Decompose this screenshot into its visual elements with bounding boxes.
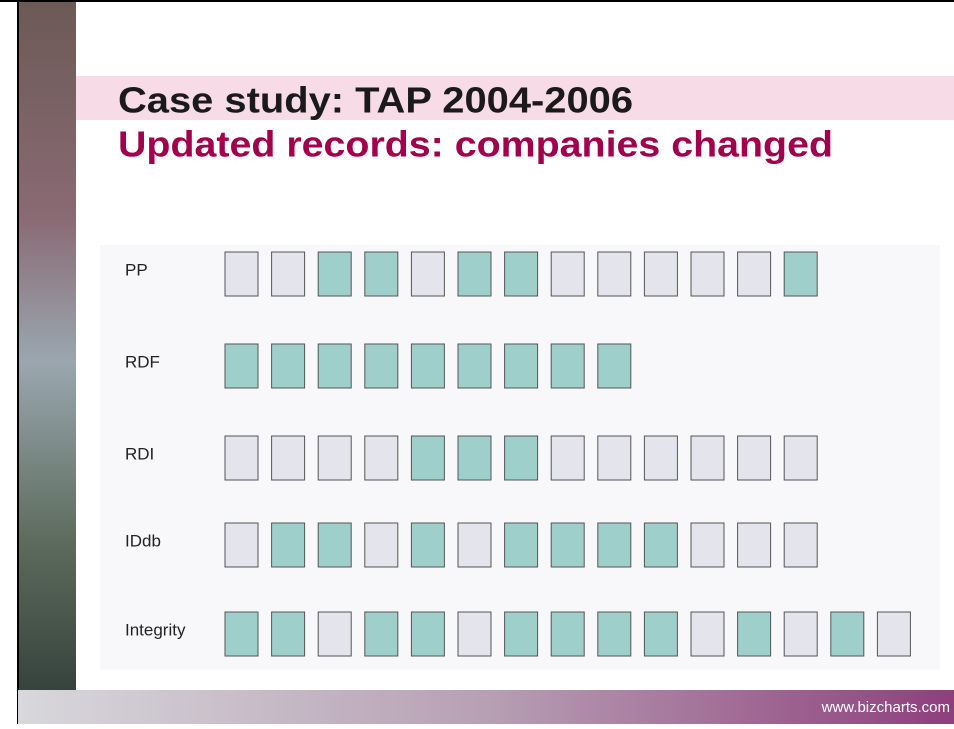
- cell: [272, 344, 305, 388]
- subtitle: Updated records: companies changed: [118, 124, 833, 165]
- cell: [691, 436, 724, 480]
- cell: [691, 612, 724, 656]
- cell: [365, 523, 398, 567]
- cell: [505, 523, 538, 567]
- cell: [738, 523, 771, 567]
- cell: [318, 252, 351, 296]
- cell: [505, 612, 538, 656]
- footer-text: www.bizcharts.com: [821, 699, 950, 716]
- cell: [225, 612, 258, 656]
- cell: [458, 436, 491, 480]
- cell: [318, 436, 351, 480]
- cell: [365, 344, 398, 388]
- footer-band: [18, 690, 954, 724]
- slide: Case study: TAP 2004-2006 Updated record…: [0, 0, 954, 724]
- cell: [784, 612, 817, 656]
- cell: [458, 252, 491, 296]
- cell: [738, 612, 771, 656]
- side-image: [18, 0, 76, 724]
- title: Case study: TAP 2004-2006: [118, 80, 633, 121]
- cell: [272, 612, 305, 656]
- cell: [644, 523, 677, 567]
- cell: [691, 523, 724, 567]
- cell: [784, 523, 817, 567]
- cell: [365, 612, 398, 656]
- cell: [458, 344, 491, 388]
- cell: [691, 252, 724, 296]
- cell: [738, 252, 771, 296]
- cell: [598, 252, 631, 296]
- cell: [318, 523, 351, 567]
- cell: [551, 436, 584, 480]
- cell: [738, 436, 771, 480]
- cell: [505, 344, 538, 388]
- cell: [365, 252, 398, 296]
- cell: [411, 523, 444, 567]
- cell: [458, 523, 491, 567]
- cell: [551, 523, 584, 567]
- cell: [272, 436, 305, 480]
- cell: [318, 612, 351, 656]
- cell: [225, 344, 258, 388]
- cell: [225, 436, 258, 480]
- row-label: RDF: [125, 352, 160, 371]
- cell: [784, 436, 817, 480]
- cell: [365, 436, 398, 480]
- cell: [644, 436, 677, 480]
- cell: [225, 523, 258, 567]
- cell: [598, 612, 631, 656]
- cell: [458, 612, 491, 656]
- row-label: IDdb: [125, 531, 161, 550]
- page: Case study: TAP 2004-2006 Updated record…: [0, 0, 954, 724]
- cell: [877, 612, 910, 656]
- cell: [598, 523, 631, 567]
- cell: [551, 612, 584, 656]
- cell: [831, 612, 864, 656]
- cell: [411, 344, 444, 388]
- row-label: PP: [125, 260, 148, 279]
- row-label: RDI: [125, 444, 154, 463]
- cell: [505, 252, 538, 296]
- cell: [225, 252, 258, 296]
- cell: [598, 344, 631, 388]
- cell: [411, 252, 444, 296]
- cell: [411, 436, 444, 480]
- cell: [644, 612, 677, 656]
- cell: [272, 523, 305, 567]
- cell: [411, 612, 444, 656]
- cell: [784, 252, 817, 296]
- cell: [272, 252, 305, 296]
- cell: [598, 436, 631, 480]
- row-label: Integrity: [125, 620, 186, 639]
- cell: [644, 252, 677, 296]
- cell: [551, 344, 584, 388]
- cell: [505, 436, 538, 480]
- cell: [318, 344, 351, 388]
- cell: [551, 252, 584, 296]
